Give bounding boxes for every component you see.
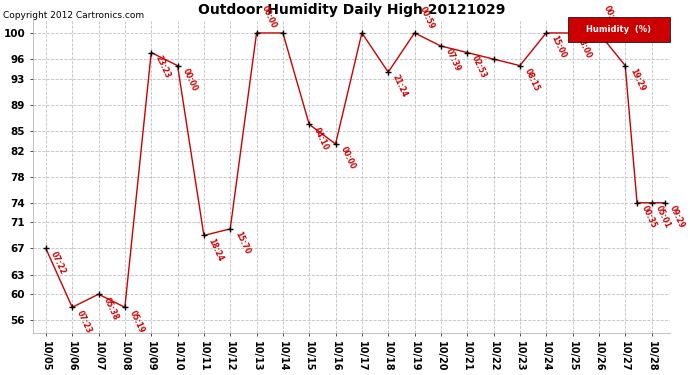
Text: 21:24: 21:24 (391, 74, 409, 99)
Text: 05:01: 05:01 (654, 204, 673, 230)
Text: 07:39: 07:39 (444, 47, 462, 73)
Title: Outdoor Humidity Daily High 20121029: Outdoor Humidity Daily High 20121029 (197, 3, 505, 17)
Text: 15:00: 15:00 (549, 34, 567, 60)
Text: 08:00: 08:00 (575, 34, 593, 60)
Text: 00:00: 00:00 (602, 4, 620, 30)
Text: 15:70: 15:70 (233, 230, 251, 256)
Text: 19:29: 19:29 (628, 67, 647, 93)
Text: 02:53: 02:53 (470, 54, 489, 80)
Text: Humidity  (%): Humidity (%) (586, 25, 651, 34)
Text: 23:23: 23:23 (154, 54, 172, 80)
Text: 09:29: 09:29 (667, 204, 686, 230)
Text: 00:00: 00:00 (180, 67, 199, 93)
Text: 18:24: 18:24 (207, 237, 225, 262)
Text: 07:22: 07:22 (49, 250, 67, 276)
Text: 08:15: 08:15 (522, 67, 541, 93)
Text: 07:23: 07:23 (75, 309, 93, 334)
Text: 00:59: 00:59 (417, 4, 435, 30)
Text: Copyright 2012 Cartronics.com: Copyright 2012 Cartronics.com (3, 11, 145, 20)
Text: 05:19: 05:19 (128, 309, 146, 334)
Text: 00:00: 00:00 (338, 146, 357, 171)
Text: 00:35: 00:35 (640, 204, 658, 230)
Text: 00:00: 00:00 (259, 4, 277, 30)
FancyBboxPatch shape (568, 17, 670, 42)
Text: 05:38: 05:38 (101, 296, 119, 321)
Text: 04:10: 04:10 (312, 126, 331, 152)
